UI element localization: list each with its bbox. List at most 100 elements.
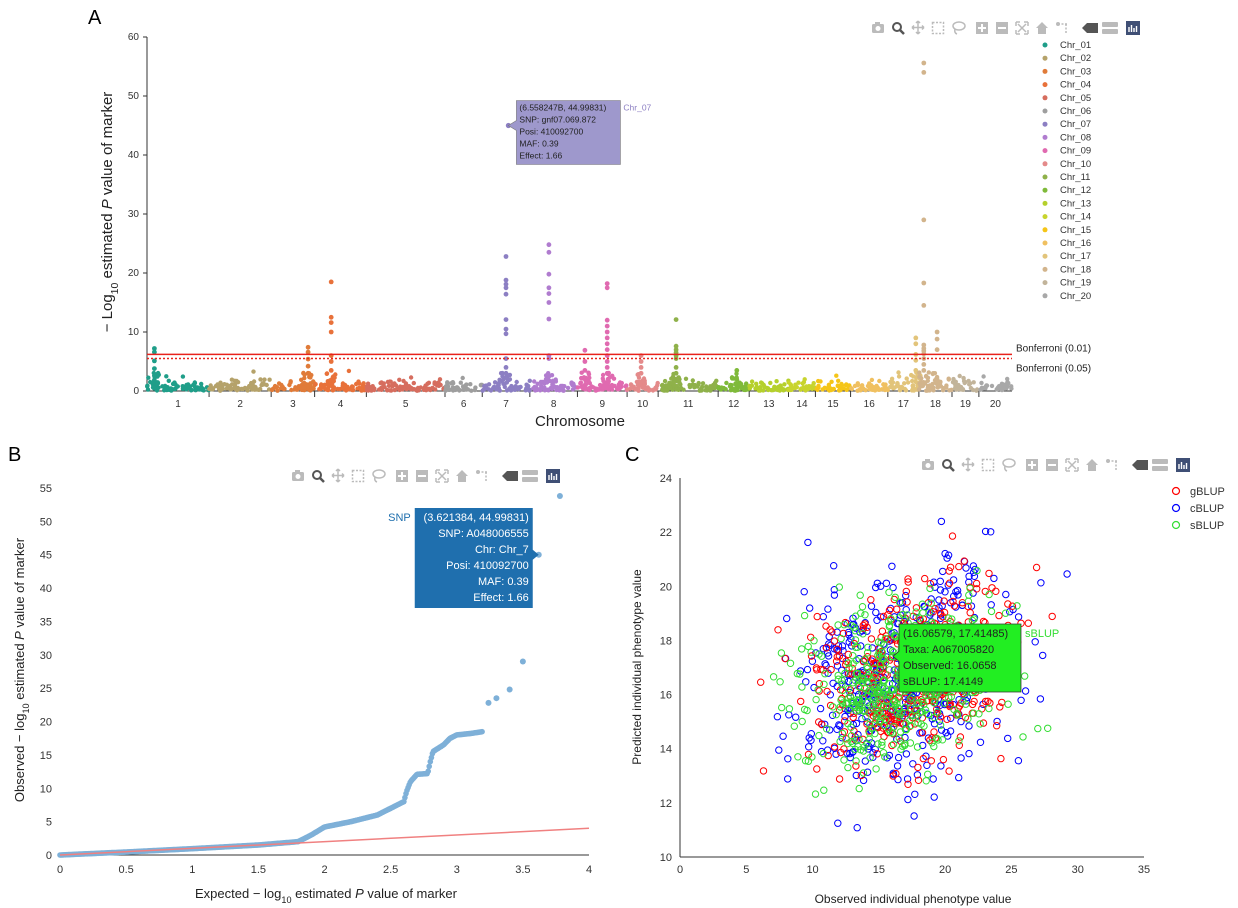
legend-label: Chr_08 [1060, 132, 1091, 143]
reset-axes-icon[interactable] [1036, 22, 1048, 34]
zoom-icon[interactable] [942, 459, 955, 472]
gBLUP-point [912, 604, 921, 612]
zoom-icon[interactable] [312, 470, 325, 483]
legend-item-chr-12[interactable]: Chr_12 [1042, 185, 1092, 196]
legend-item-chr-5[interactable]: Chr_05 [1042, 93, 1092, 104]
hover-compare-icon[interactable] [1102, 22, 1118, 34]
prediction-legend[interactable]: gBLUP cBLUP sBLUP [1171, 486, 1225, 532]
prediction-toolbar[interactable] [922, 457, 1190, 472]
qq-toolbar[interactable] [292, 468, 560, 483]
legend-item-cblup[interactable]: cBLUP [1171, 503, 1225, 515]
plotly-logo-icon[interactable] [1176, 458, 1190, 472]
marker-point [757, 386, 763, 391]
gBLUP-point [903, 598, 911, 606]
legend-item-chr-6[interactable]: Chr_06 [1042, 106, 1092, 117]
manhattan-legend[interactable]: Chr_01 Chr_02 Chr_03 Chr_04 Chr_05 Chr_06 Chr_… [1042, 40, 1092, 302]
gBLUP-point [879, 612, 888, 621]
legend-item-sblup[interactable]: sBLUP [1171, 520, 1225, 532]
box-select-icon[interactable] [931, 21, 945, 35]
legend-item-chr-16[interactable]: Chr_16 [1042, 238, 1092, 249]
plotly-logo-icon[interactable] [1126, 21, 1140, 35]
legend-item-chr-4[interactable]: Chr_04 [1042, 80, 1092, 91]
zoom-out-icon[interactable] [996, 22, 1008, 34]
zoom-in-icon[interactable] [1026, 459, 1038, 471]
legend-item-chr-18[interactable]: Chr_18 [1042, 264, 1092, 275]
marker-point [390, 383, 395, 388]
box-select-icon[interactable] [351, 469, 365, 483]
y-tick-label: 5 [46, 817, 52, 829]
legend-item-chr-10[interactable]: Chr_10 [1042, 159, 1092, 170]
sBLUP-point [872, 765, 880, 773]
significant-marker-point [503, 370, 509, 376]
legend-item-chr-8[interactable]: Chr_08 [1042, 132, 1092, 143]
legend-item-chr-9[interactable]: Chr_09 [1042, 146, 1092, 157]
legend-item-chr-13[interactable]: Chr_13 [1042, 198, 1092, 209]
significant-marker-point [604, 317, 610, 323]
legend-item-chr-2[interactable]: Chr_02 [1042, 53, 1092, 64]
autoscale-icon[interactable] [435, 469, 449, 483]
reset-axes-icon[interactable] [456, 470, 468, 482]
pan-icon[interactable] [911, 20, 925, 35]
sBLUP-point [808, 753, 816, 761]
pan-arrows [961, 457, 975, 472]
legend-item-chr-14[interactable]: Chr_14 [1042, 212, 1092, 223]
cBLUP-point [857, 642, 865, 650]
zoom-out-icon[interactable] [1046, 459, 1058, 471]
marker-point [308, 375, 313, 380]
manhattan-toolbar[interactable] [872, 20, 1140, 35]
pan-icon[interactable] [331, 468, 345, 483]
camera-lens [875, 26, 881, 31]
hover-closest-icon[interactable] [502, 471, 518, 481]
lasso-select-icon[interactable] [952, 21, 966, 35]
spike-lines-icon[interactable] [1056, 22, 1068, 34]
marker-point [146, 375, 151, 380]
reset-axes-icon[interactable] [1086, 459, 1098, 471]
cBLUP-point [808, 657, 817, 665]
marker-point [575, 385, 581, 390]
marker-point [150, 385, 156, 390]
spike-lines-icon[interactable] [1106, 459, 1118, 471]
camera-icon[interactable] [922, 459, 934, 470]
legend-item-chr-15[interactable]: Chr_15 [1042, 225, 1092, 236]
marker-point [267, 377, 272, 382]
legend-item-gblup[interactable]: gBLUP [1171, 486, 1225, 498]
sBLUP-point [895, 734, 903, 742]
hover-compare-icon[interactable] [522, 470, 538, 482]
gBLUP-point [852, 762, 860, 770]
zoom-out-icon[interactable] [416, 470, 428, 482]
camera-icon[interactable] [292, 470, 304, 481]
legend-item-chr-7[interactable]: Chr_07 [1042, 119, 1092, 130]
hover-closest-icon[interactable] [1082, 23, 1098, 33]
sBLUP-point [851, 627, 859, 635]
cBLUP-point [841, 712, 849, 721]
legend-item-chr-17[interactable]: Chr_17 [1042, 251, 1092, 262]
legend-item-chr-3[interactable]: Chr_03 [1042, 66, 1092, 77]
plotly-logo-icon[interactable] [546, 469, 560, 483]
cBLUP-point [893, 762, 902, 770]
sBLUP-point [878, 741, 886, 750]
logo-bars [1178, 462, 1188, 469]
hover-compare-icon[interactable] [1152, 459, 1168, 471]
lasso-select-icon[interactable] [1002, 458, 1016, 472]
autoscale-icon[interactable] [1065, 458, 1079, 472]
cBLUP-point [830, 645, 838, 653]
zoom-in-icon[interactable] [976, 22, 988, 34]
gBLUP-point [871, 659, 880, 667]
legend-item-chr-20[interactable]: Chr_20 [1042, 291, 1092, 302]
spike-lines-icon[interactable] [476, 470, 488, 482]
lasso-select-icon[interactable] [372, 469, 386, 483]
autoscale-icon[interactable] [1015, 21, 1029, 35]
legend-item-chr-19[interactable]: Chr_19 [1042, 278, 1092, 289]
pan-icon[interactable] [961, 457, 975, 472]
legend-item-chr-11[interactable]: Chr_11 [1042, 172, 1091, 183]
gBLUP-point [939, 613, 947, 621]
camera-icon[interactable] [872, 22, 884, 33]
hover-closest-icon[interactable] [1132, 460, 1148, 470]
legend-item-chr-1[interactable]: Chr_01 [1042, 40, 1092, 51]
box-select-icon[interactable] [981, 458, 995, 472]
gBLUP-point [940, 597, 948, 605]
sBLUP-point [888, 647, 897, 655]
marker-point [910, 378, 915, 384]
zoom-in-icon[interactable] [396, 470, 408, 482]
zoom-icon[interactable] [892, 22, 905, 35]
